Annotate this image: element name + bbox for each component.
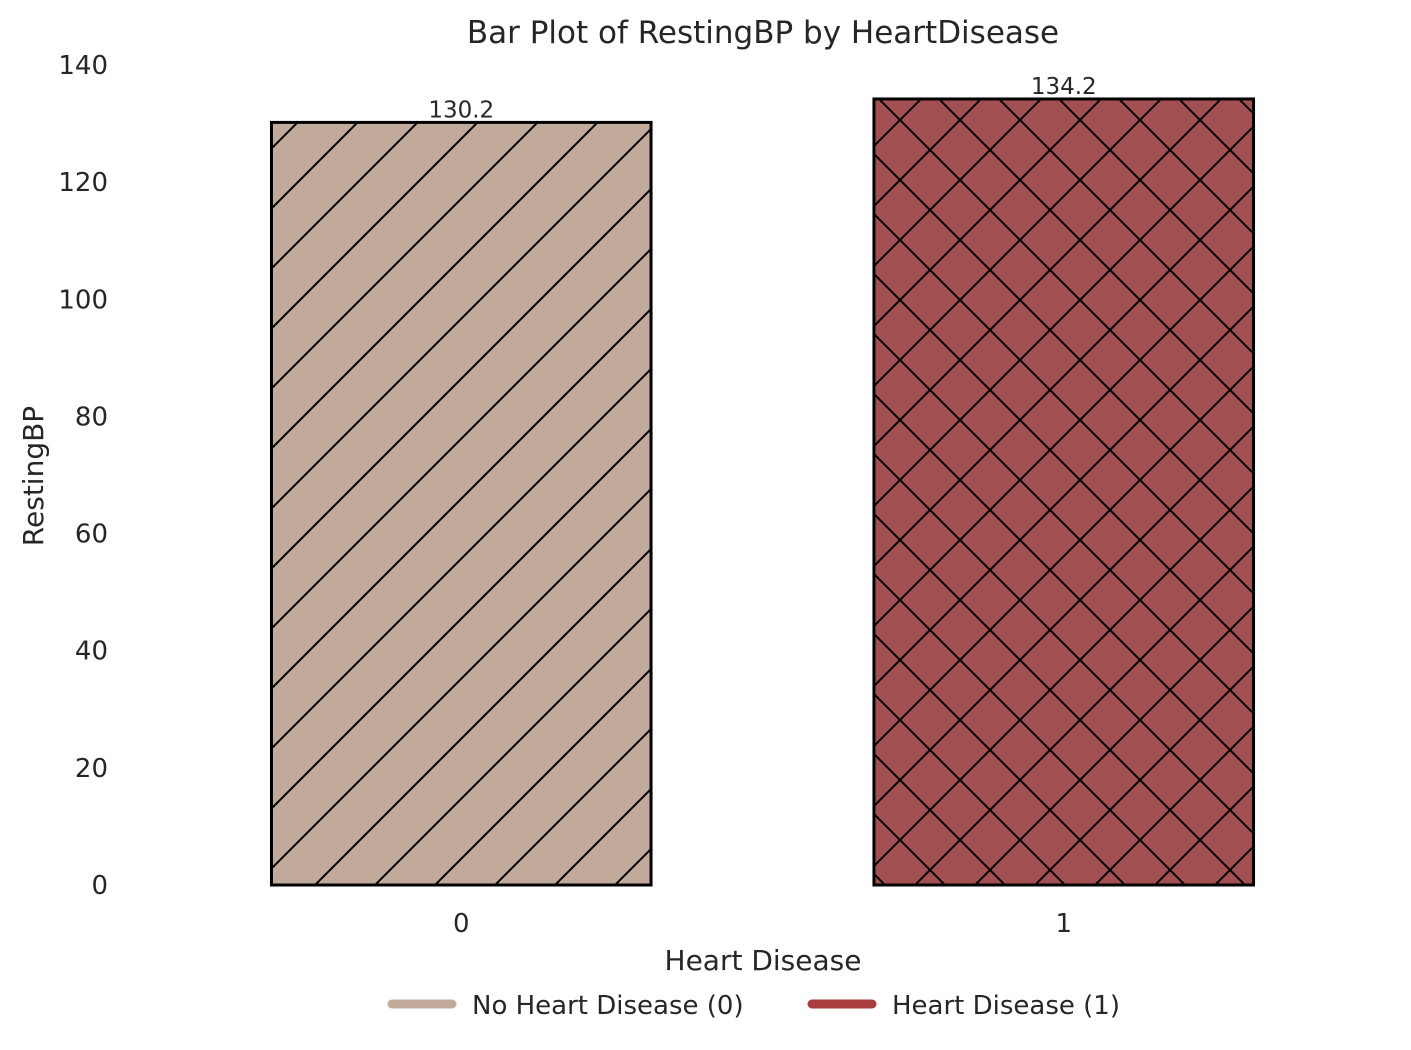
y-tick-label: 20 [75,754,108,784]
bar-1 [872,97,1256,887]
y-axis-ticks: 0 20 40 60 80 100 120 140 [58,51,108,901]
y-tick-label: 80 [75,402,108,432]
bars: 130.2 134.2 [269,74,1256,887]
y-tick-label: 60 [75,520,108,550]
y-tick-label: 140 [58,51,108,81]
x-axis-label: Heart Disease [665,944,862,977]
bar-value-label: 134.2 [1031,74,1097,100]
legend-label: Heart Disease (1) [892,991,1120,1021]
chart-title: Bar Plot of RestingBP by HeartDisease [467,15,1059,51]
bar-value-label: 130.2 [428,97,494,123]
y-tick-label: 0 [91,871,108,901]
x-tick-label: 1 [1055,909,1072,939]
bar-0 [269,120,653,887]
legend: No Heart Disease (0) Heart Disease (1) [387,991,1120,1021]
y-tick-label: 100 [58,285,108,315]
y-tick-label: 40 [75,637,108,667]
y-axis-label: RestingBP [17,406,50,546]
x-tick-label: 0 [453,909,470,939]
legend-label: No Heart Disease (0) [472,991,744,1021]
y-tick-label: 120 [58,168,108,198]
